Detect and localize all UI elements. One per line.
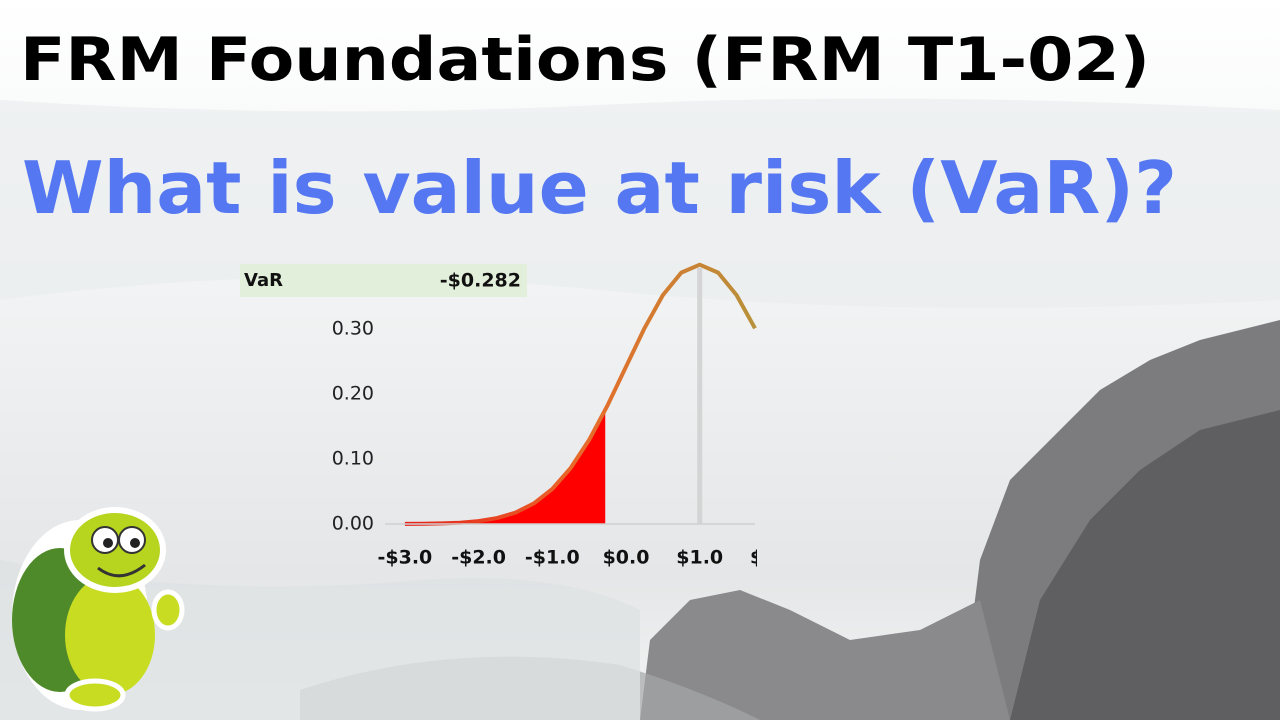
density-curve	[404, 262, 757, 526]
y-tick-label: 0.00	[332, 513, 374, 535]
mascot-pupil	[130, 538, 140, 548]
var-value: -$0.282	[440, 270, 521, 292]
mist	[0, 98, 1280, 308]
y-tick-label: 0.30	[332, 318, 374, 340]
title: FRM Foundations (FRM T1-02)	[20, 25, 1150, 95]
y-tick-label: 0.20	[332, 383, 374, 405]
mascot-hand	[151, 589, 185, 631]
x-tick-label: -$3.0	[378, 547, 433, 569]
var-label: VaR	[244, 270, 283, 291]
x-tick-label: $1.0	[676, 547, 723, 569]
plot	[404, 262, 757, 526]
var-row	[240, 264, 527, 297]
mascot-smile	[97, 563, 146, 578]
x-ticks: -$3.0 -$2.0 -$1.0 $0.0 $1.0 $2.0	[378, 547, 797, 569]
x-tick-label: -$1.0	[525, 547, 580, 569]
mascot-pupil	[103, 538, 113, 548]
x-tick-label: $2.0	[750, 547, 797, 569]
mascot-head	[64, 507, 166, 593]
x-tick-label: $0.0	[603, 547, 650, 569]
subtitle: What is value at risk (VaR)?	[22, 146, 1177, 230]
mascot-body	[65, 575, 155, 695]
y-tick-label: 0.10	[332, 448, 374, 470]
var-tail-area	[404, 409, 606, 524]
rock-shadow	[1010, 410, 1280, 720]
mascot-foot	[64, 678, 126, 712]
mascot	[12, 507, 185, 712]
rock	[640, 590, 1010, 720]
axes: 0.00 0.10 0.20 0.30 -$3.0 -$2.0 -$1.0 $0.0 $1.0 $…	[332, 318, 797, 569]
x-tick-label: -$2.0	[451, 547, 506, 569]
